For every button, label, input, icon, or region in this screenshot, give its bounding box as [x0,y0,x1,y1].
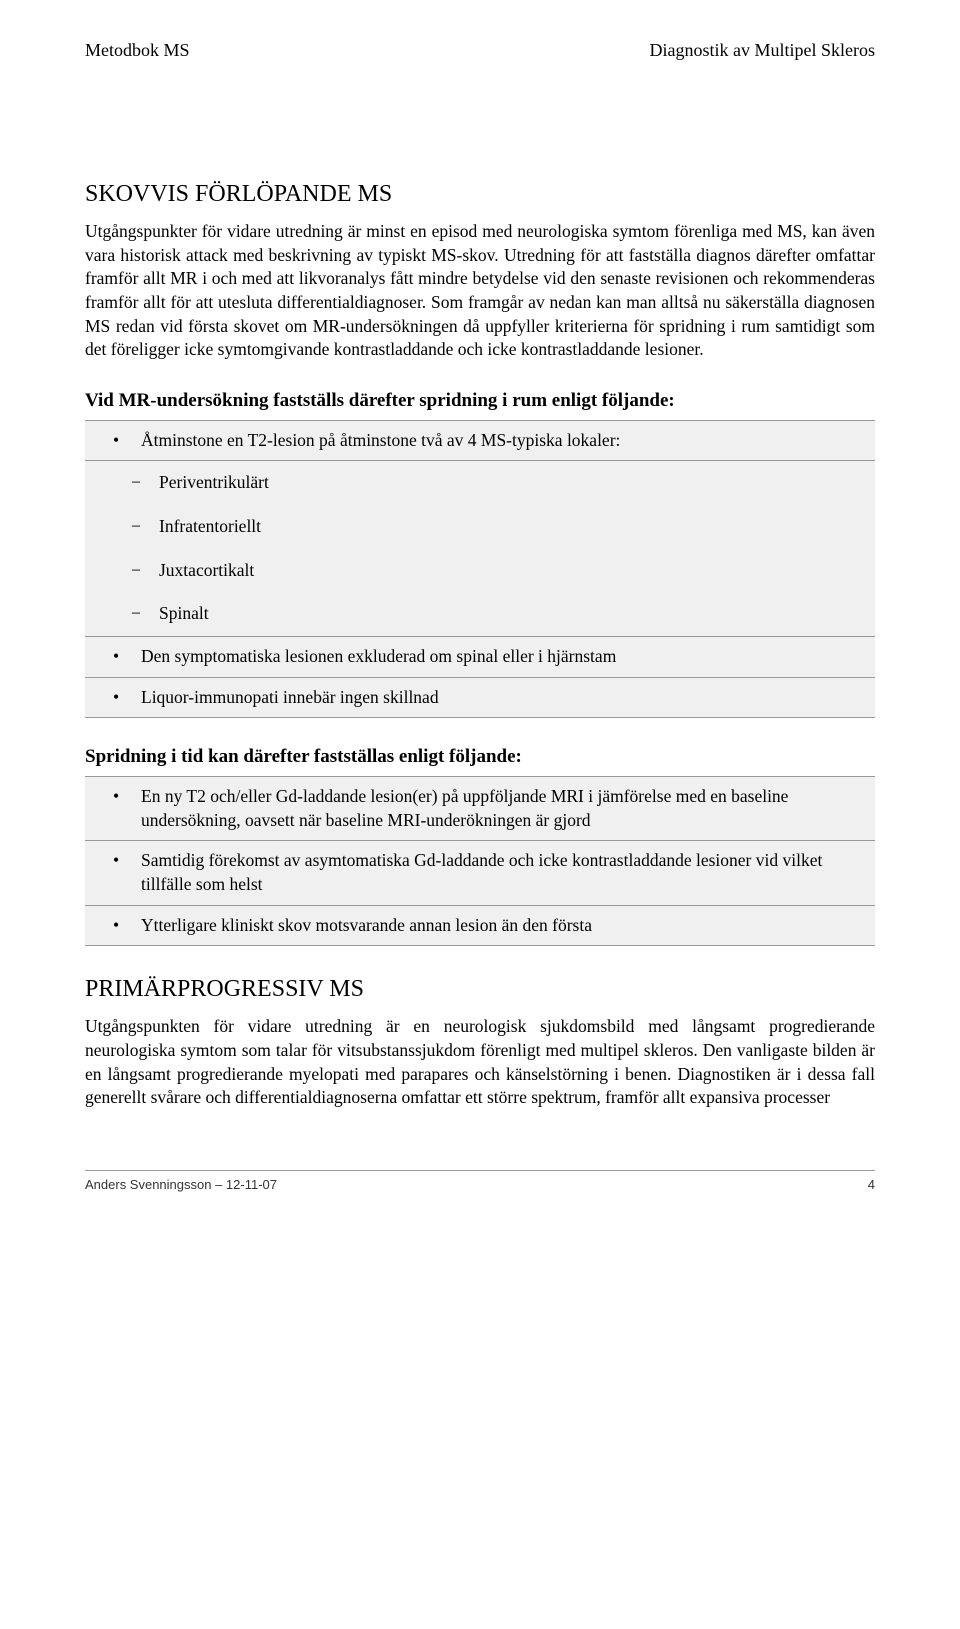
section-heading-primar: PRIMÄRPROGRESSIV MS [85,976,875,1003]
bullet-icon: • [113,645,141,669]
tid-item-3: • Ytterligare kliniskt skov motsvarande … [85,906,875,947]
tid-item-1: • En ny T2 och/eller Gd-laddande lesion(… [85,777,875,841]
bullet-icon: • [113,849,141,873]
header-left: Metodbok MS [85,40,190,61]
rum-sub-2: − Infratentoriellt [85,505,875,549]
rum-item-1: • Åtminstone en T2-lesion på åtminstone … [85,421,875,462]
rum-item-2: • Den symptomatiska lesionen exkluderad … [85,637,875,678]
dash-icon: − [131,515,159,539]
bullet-icon: • [113,914,141,938]
rum-criteria-box: • Åtminstone en T2-lesion på åtminstone … [85,420,875,718]
footer-page-number: 4 [868,1177,875,1192]
header-right: Diagnostik av Multipel Skleros [650,40,875,61]
rum-item-3: • Liquor-immunopati innebär ingen skilln… [85,678,875,719]
tid-criteria-box: • En ny T2 och/eller Gd-laddande lesion(… [85,776,875,946]
footer-author: Anders Svenningsson – 12-11-07 [85,1177,277,1192]
tid-item-2: • Samtidig förekomst av asymtomatiska Gd… [85,841,875,905]
tid-heading: Spridning i tid kan därefter fastställas… [85,746,875,768]
dash-icon: − [131,559,159,583]
rum-sub-3: − Juxtacortikalt [85,549,875,593]
page-header: Metodbok MS Diagnostik av Multipel Skler… [85,40,875,61]
section1-paragraph: Utgångspunkter för vidare utredning är m… [85,220,875,362]
section-heading-skovvis: SKOVVIS FÖRLÖPANDE MS [85,181,875,208]
dash-icon: − [131,602,159,626]
section2-paragraph: Utgångspunkten för vidare utredning är e… [85,1015,875,1110]
dash-icon: − [131,471,159,495]
bullet-icon: • [113,686,141,710]
page-footer: Anders Svenningsson – 12-11-07 4 [85,1170,875,1192]
bullet-icon: • [113,429,141,453]
bullet-icon: • [113,785,141,809]
rum-sub-1: − Periventrikulärt [85,461,875,505]
rum-sub-4: − Spinalt [85,592,875,637]
rum-heading: Vid MR-undersökning fastställs därefter … [85,390,875,412]
